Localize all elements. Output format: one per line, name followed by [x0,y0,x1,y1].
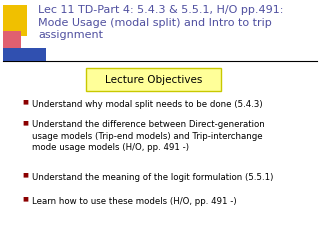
Text: ■: ■ [22,173,28,178]
FancyBboxPatch shape [86,68,221,91]
Text: Lecture Objectives: Lecture Objectives [105,75,202,85]
Text: Learn how to use these models (H/O, pp. 491 -): Learn how to use these models (H/O, pp. … [32,197,236,206]
Text: Lec 11 TD-Part 4: 5.4.3 & 5.5.1, H/O pp.491:
Mode Usage (modal split) and Intro : Lec 11 TD-Part 4: 5.4.3 & 5.5.1, H/O pp.… [38,5,284,40]
Bar [3,31,21,55]
Text: Understand the meaning of the logit formulation (5.5.1): Understand the meaning of the logit form… [32,173,273,182]
Text: ■: ■ [22,120,28,125]
Text: ■: ■ [22,100,28,105]
Text: ■: ■ [22,197,28,202]
Bar [3,5,27,36]
Text: Understand the difference between Direct-generation
usage models (Trip-end model: Understand the difference between Direct… [32,120,265,152]
Bar [3,48,46,61]
Text: Understand why modal split needs to be done (5.4.3): Understand why modal split needs to be d… [32,100,263,108]
